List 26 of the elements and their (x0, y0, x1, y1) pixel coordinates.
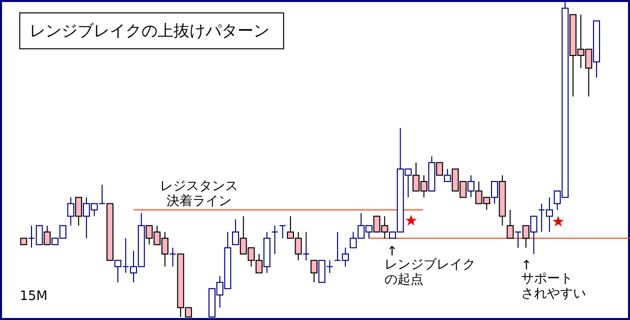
candlestick (491, 181, 498, 204)
candlestick (232, 218, 240, 246)
candlestick (279, 225, 286, 239)
candlestick (444, 168, 451, 182)
candlestick (514, 231, 522, 248)
annotation: レンジブレイクの起点 (384, 257, 476, 288)
annotation: ★ (552, 212, 566, 231)
annotation: ↑ (386, 244, 398, 260)
candlestick (75, 196, 82, 226)
annotation: ↑ (521, 258, 532, 274)
ref-line-label: レジスタンス決着ライン (160, 178, 238, 209)
candlestick (506, 209, 514, 239)
candlestick (467, 174, 474, 198)
candlestick (530, 216, 538, 255)
candlestick (310, 260, 318, 283)
candlestick (169, 247, 176, 268)
candlestick (522, 225, 530, 248)
candlestick (436, 162, 444, 176)
annotation: ★ (404, 212, 418, 230)
annotation: サポートされやすい (521, 271, 586, 302)
candlestick (271, 225, 278, 255)
candlestick (44, 225, 51, 246)
text: レンジブレイクの上抜けパターン (30, 20, 270, 40)
annotation: 15M (20, 289, 48, 304)
candlestick (302, 231, 310, 261)
candlestick (67, 196, 74, 226)
